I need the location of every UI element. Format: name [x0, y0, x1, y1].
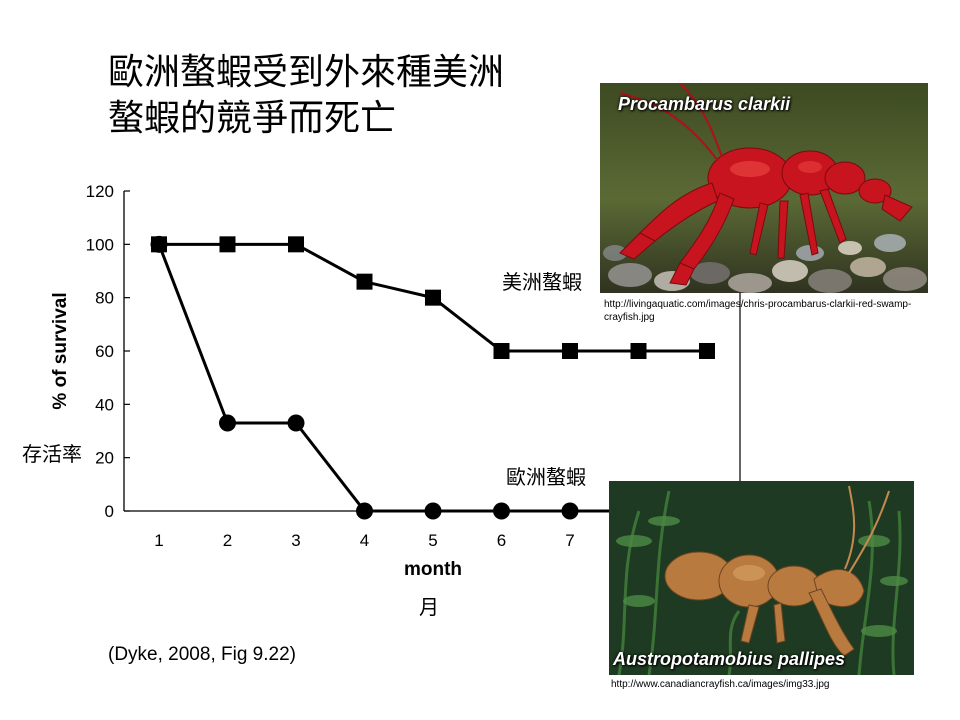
x-tick-label: 1	[154, 531, 163, 550]
red-crayfish-illustration	[600, 83, 928, 293]
data-point-square	[425, 289, 441, 306]
european-crayfish-label: 歐洲螯蝦	[506, 465, 586, 489]
month-label-zh: 月	[419, 595, 439, 619]
data-point-square	[219, 236, 236, 253]
y-tick-label: 80	[95, 289, 114, 308]
x-tick-label: 6	[497, 531, 506, 550]
data-point-square	[630, 343, 647, 359]
procambarus-photo: Procambarus clarkii	[600, 83, 928, 293]
x-axis-label: month	[404, 559, 462, 580]
survival-rate-label: 存活率	[22, 442, 82, 466]
y-axis-label: % of survival	[50, 292, 71, 409]
brown-crayfish-illustration	[609, 481, 914, 675]
austropotamobius-photo: Austropotamobius pallipes	[609, 481, 914, 675]
data-point-circle	[287, 414, 305, 432]
y-tick-label: 0	[105, 502, 114, 521]
y-tick-label: 40	[95, 395, 114, 414]
data-point-circle	[150, 235, 168, 253]
data-point-square	[562, 343, 578, 359]
x-tick-label: 3	[291, 531, 300, 550]
data-point-circle	[219, 414, 236, 432]
data-point-square	[288, 236, 304, 253]
y-tick-label: 20	[95, 449, 114, 468]
austropotamobius-caption: Austropotamobius pallipes	[613, 649, 846, 669]
data-point-square	[493, 343, 510, 359]
y-tick-label: 100	[86, 235, 114, 254]
data-point-circle	[493, 502, 510, 520]
y-tick-label: 60	[95, 342, 114, 361]
data-point-circle	[561, 502, 579, 520]
x-tick-label: 4	[360, 531, 369, 550]
data-point-square	[356, 273, 373, 290]
data-point-circle	[424, 502, 442, 520]
x-tick-label: 5	[428, 531, 437, 550]
procambarus-caption: Procambarus clarkii	[618, 94, 791, 114]
american-crayfish-label: 美洲螯蝦	[502, 270, 582, 294]
citation: (Dyke, 2008, Fig 9.22)	[108, 644, 296, 665]
x-tick-label: 7	[565, 531, 574, 550]
x-tick-label: 2	[223, 531, 232, 550]
y-tick-label: 120	[86, 182, 114, 201]
y-tick-labels: 0 20 40 60 80 100 120	[86, 182, 130, 521]
slide-title: 歐洲螯蝦受到外來種美洲 螯蝦的競爭而死亡	[108, 52, 505, 139]
procambarus-url: http://livingaquatic.com/images/chris-pr…	[604, 299, 912, 323]
data-point-circle	[356, 502, 373, 520]
data-point-square	[699, 343, 715, 359]
x-tick-labels: 1 2 3 4 5 6 7	[154, 531, 574, 550]
austropotamobius-url: http://www.canadiancrayfish.ca/images/im…	[611, 679, 830, 690]
